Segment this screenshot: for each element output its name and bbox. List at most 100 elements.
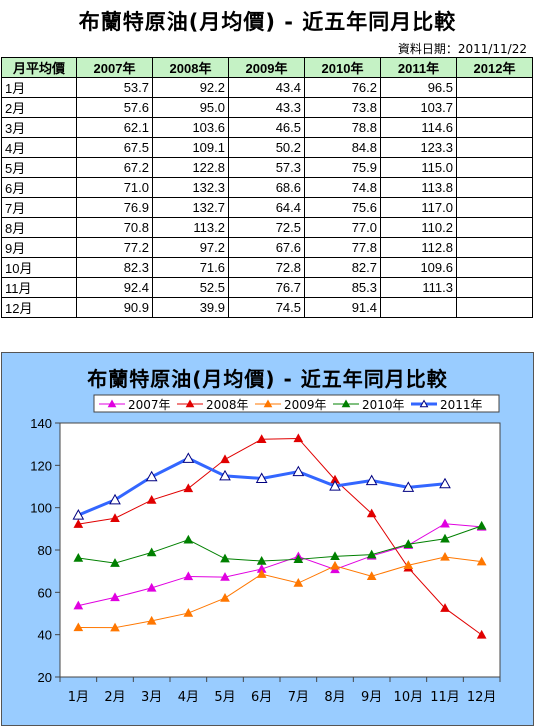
data-point [440,603,450,612]
month-label: 7月 [1,197,77,218]
price-cell: 90.9 [76,297,153,318]
chart-title: 布蘭特原油(月均價) - 近五年同月比較 [87,367,448,391]
legend-marker [107,399,117,408]
price-cell: 91.4 [304,297,381,318]
price-cell: 82.3 [76,257,153,278]
data-point [182,452,195,463]
data-point [146,495,157,504]
legend-marker [419,399,429,408]
price-cell: 113.2 [152,217,229,238]
price-cell: 117.0 [380,197,457,218]
price-cell: 43.3 [228,97,305,118]
data-point [183,571,194,581]
month-label: 4月 [1,137,77,158]
price-cell: 39.9 [152,297,229,318]
table-year-header: 2010年 [304,57,381,78]
price-table: 月平均價 2007年 2008年 2009年 2010年 2011年 2012年 1月 53… [1,57,533,318]
x-tick-label: 3月 [141,690,162,705]
price-cell: 53.7 [76,77,153,98]
price-cell [456,177,533,198]
data-point [146,615,157,625]
x-tick-label: 10月 [394,690,424,705]
series-line [78,523,482,607]
price-cell: 70.8 [76,217,153,238]
month-label: 5月 [1,157,77,178]
data-point [256,555,267,565]
price-cell: 110.2 [380,217,457,238]
data-point [255,472,268,483]
data-point [402,481,415,492]
y-tick-label: 20 [38,670,52,685]
data-point [292,465,305,477]
data-point [476,556,487,566]
price-cell: 71.6 [152,257,229,278]
data-point [183,483,194,493]
data-point [220,593,230,602]
price-cell: 78.8 [304,117,381,138]
price-cell: 113.8 [380,177,457,198]
series-line [78,525,482,564]
table-row: 8月 70.8 113.2 72.5 77.0 110.2 [1,217,533,238]
data-point [329,480,341,491]
price-cell: 123.3 [380,137,457,158]
price-cell [456,157,533,178]
price-cell: 85.3 [304,277,381,298]
x-tick-label: 12月 [467,690,497,705]
x-tick-label: 8月 [324,690,345,705]
plot-area [59,422,501,678]
y-tick-label: 100 [30,501,52,516]
price-cell: 62.1 [76,117,153,138]
month-label: 3月 [1,117,77,138]
price-cell [456,217,533,238]
data-point [330,560,340,570]
legend-label: 2009年 [284,398,327,412]
chart-panel: 布蘭特原油(月均價) - 近五年同月比較 20 40 60 80 100 120 140 1月… [1,352,534,726]
data-point [73,519,84,528]
data-point [365,474,378,486]
data-point [366,549,377,559]
price-cell: 67.6 [228,237,305,258]
data-point [220,553,230,563]
table-row: 2月 57.6 95.0 43.3 73.8 103.7 [1,97,533,118]
price-cell: 67.2 [76,157,153,178]
price-cell [456,137,533,158]
price-cell [456,297,533,318]
price-cell: 71.0 [76,177,153,198]
table-row: 11月 92.4 52.5 76.7 85.3 111.3 [1,277,533,298]
data-point [72,509,85,520]
price-cell: 92.4 [76,277,153,298]
table-corner-header: 月平均價 [1,57,77,78]
data-point [440,533,450,543]
x-tick-label: 6月 [251,690,272,705]
price-cell [456,257,533,278]
data-date-label: 資料日期：2011/11/22 [397,42,527,56]
table-header-row: 月平均價 2007年 2008年 2009年 2010年 2011年 2012年 [1,57,533,78]
price-cell: 115.0 [380,157,457,178]
table-row: 4月 67.5 109.1 50.2 84.8 123.3 [1,137,533,158]
x-tick-label: 1月 [68,690,89,705]
price-cell: 50.2 [228,137,305,158]
price-cell [456,197,533,218]
price-cell: 92.2 [152,77,229,98]
x-tick-label: 5月 [214,690,235,705]
month-label: 12月 [1,297,77,318]
data-point [110,592,120,602]
table-row: 12月 90.9 39.9 74.5 91.4 [1,297,533,318]
x-tick-label: 11月 [430,690,460,705]
data-point [110,558,120,567]
month-label: 6月 [1,177,77,198]
line-chart: 20 40 60 80 100 120 140 1月 2月 3月 4月 5月 6月 7月 8月 9月 10月 11… [30,394,501,705]
month-label: 9月 [1,237,77,258]
month-label: 8月 [1,217,77,238]
legend-label: 2011年 [440,398,483,412]
data-point [183,534,194,544]
table-row: 10月 82.3 71.6 72.8 82.7 109.6 [1,257,533,278]
table-year-header: 2011年 [380,57,457,78]
data-point [293,554,304,564]
x-tick-label: 7月 [288,690,309,705]
data-point [256,434,267,443]
price-cell: 82.7 [304,257,381,278]
price-cell [380,297,457,318]
price-cell: 75.9 [304,157,381,178]
price-cell: 64.4 [228,197,305,218]
